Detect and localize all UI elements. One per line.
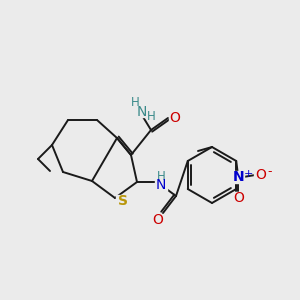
Text: S: S [118,194,128,208]
Bar [232,193,244,203]
Bar [254,169,266,181]
Bar [129,105,151,117]
Text: O: O [233,191,244,205]
Text: -: - [267,166,272,178]
Text: H: H [157,169,165,182]
Text: O: O [255,168,266,182]
Bar [155,179,167,191]
Text: O: O [169,111,180,125]
Text: O: O [153,213,164,227]
Bar [156,171,166,181]
Text: N: N [156,178,166,192]
Bar [232,171,244,183]
Text: +: + [244,169,253,179]
Bar [169,112,181,124]
Text: H: H [147,110,155,124]
Text: N: N [137,105,147,119]
Bar [152,214,164,226]
Text: H: H [130,97,140,110]
Text: N: N [232,170,244,184]
Bar [116,195,130,207]
